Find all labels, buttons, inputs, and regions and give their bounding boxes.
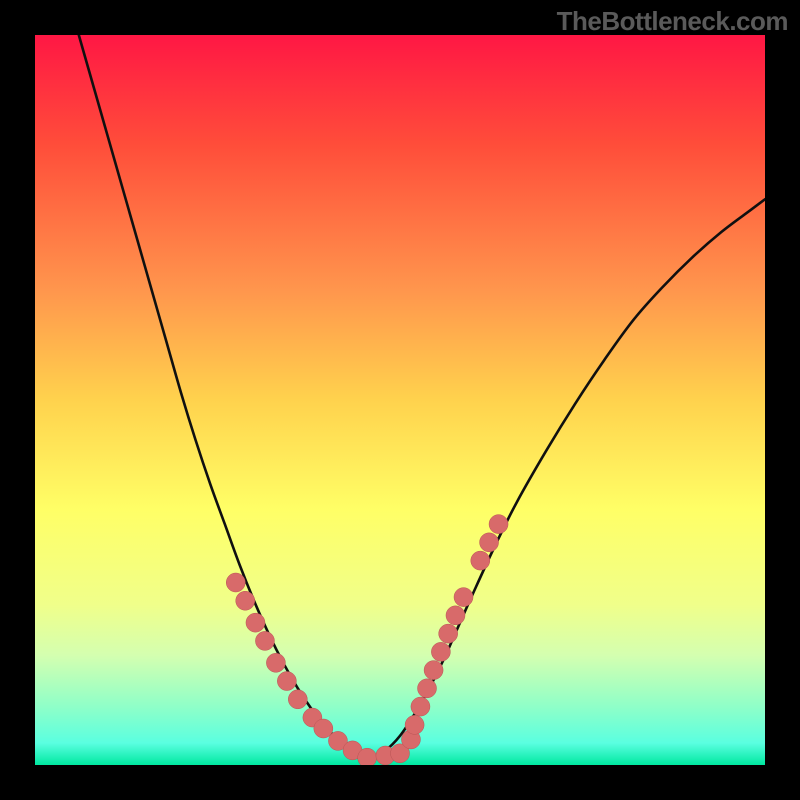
marker-point-left <box>246 613 265 632</box>
watermark-label: TheBottleneck.com <box>557 6 788 37</box>
marker-point-left <box>288 690 307 709</box>
marker-point-left <box>226 573 245 592</box>
marker-point-right <box>489 515 508 534</box>
marker-point-right <box>471 551 490 570</box>
marker-point-right <box>411 697 430 716</box>
marker-point-left <box>236 591 255 610</box>
marker-point-left <box>314 719 333 738</box>
marker-point-right <box>431 642 450 661</box>
marker-point-right <box>418 679 437 698</box>
marker-point-right <box>446 606 465 625</box>
marker-point-left <box>277 672 296 691</box>
marker-point-right <box>480 533 499 552</box>
marker-point-right <box>405 715 424 734</box>
marker-point-right <box>439 624 458 643</box>
marker-point-right <box>424 661 443 680</box>
bottleneck-chart <box>35 35 765 765</box>
marker-point-right <box>454 588 473 607</box>
marker-point-left <box>266 653 285 672</box>
marker-point-left <box>255 631 274 650</box>
gradient-background <box>35 35 765 765</box>
marker-point-bottom <box>358 748 377 765</box>
